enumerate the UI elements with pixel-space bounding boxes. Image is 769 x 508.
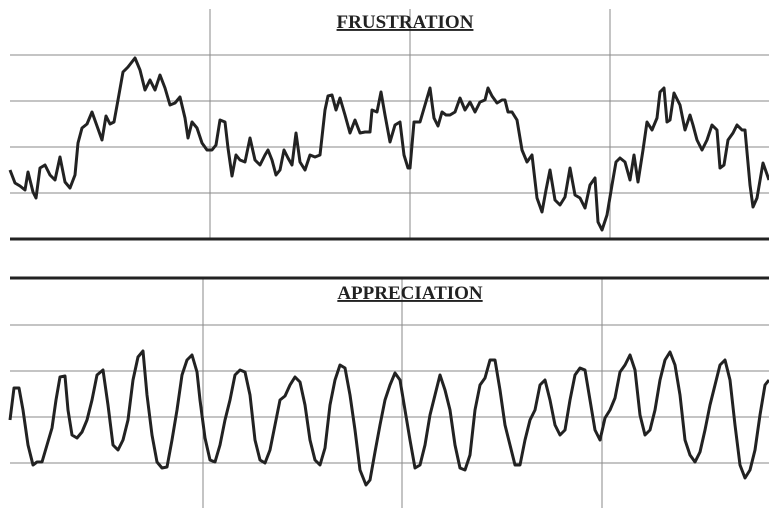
chart-title: APPRECIATION [337,283,483,304]
chart-title: FRUSTRATION [337,12,474,33]
data-line [8,349,769,487]
line-layer [8,56,769,487]
data-line [8,56,769,232]
